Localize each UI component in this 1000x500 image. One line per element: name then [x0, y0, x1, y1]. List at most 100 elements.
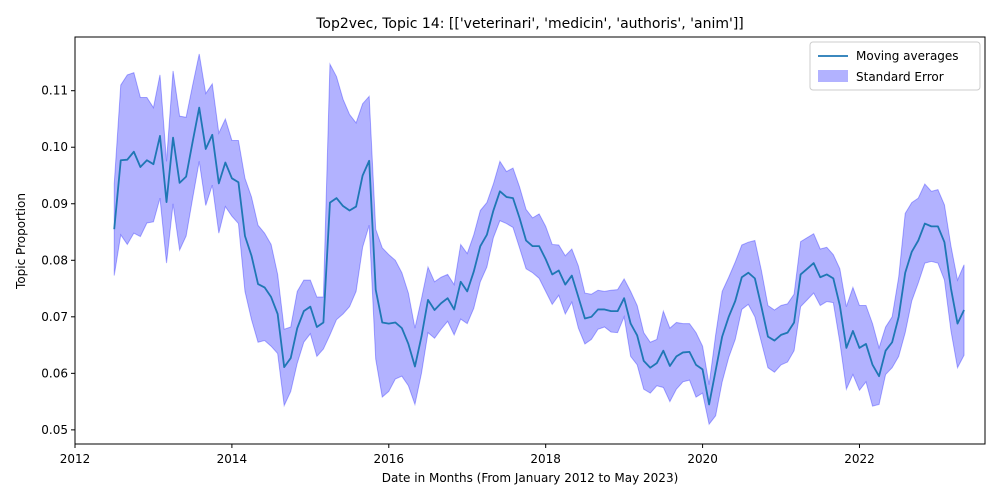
legend-standard-error-swatch	[818, 70, 848, 82]
data-point	[368, 159, 371, 162]
data-point	[701, 368, 704, 371]
data-point	[695, 363, 698, 366]
data-point	[211, 133, 214, 136]
data-point	[132, 150, 135, 153]
data-point	[387, 322, 390, 325]
data-point	[963, 309, 966, 312]
data-point	[263, 286, 266, 289]
data-point	[806, 267, 809, 270]
data-point	[904, 271, 907, 274]
data-point	[649, 366, 652, 369]
data-point	[616, 310, 619, 313]
data-point	[629, 322, 632, 325]
data-point	[766, 335, 769, 338]
data-point	[551, 273, 554, 276]
data-point	[949, 287, 952, 290]
data-point	[230, 177, 233, 180]
data-point	[289, 357, 292, 360]
legend-box	[809, 41, 981, 91]
data-point	[531, 245, 534, 248]
data-point	[348, 209, 351, 212]
data-point	[270, 296, 273, 299]
data-point	[780, 333, 783, 336]
data-point	[603, 308, 606, 311]
data-point	[492, 209, 495, 212]
data-point	[936, 225, 939, 228]
x-tick-label: 2012	[60, 452, 91, 466]
data-point	[126, 158, 129, 161]
data-point	[871, 363, 874, 366]
data-point	[917, 239, 920, 242]
data-point	[793, 321, 796, 324]
data-point	[152, 163, 155, 166]
data-point	[113, 228, 116, 231]
data-point	[466, 290, 469, 293]
x-tick-label: 2016	[374, 452, 405, 466]
data-point	[485, 233, 488, 236]
data-point	[897, 315, 900, 318]
data-point	[956, 322, 959, 325]
legend: Moving averages Standard Error	[809, 41, 981, 91]
data-point	[165, 201, 168, 204]
data-point	[309, 305, 312, 308]
data-point	[446, 297, 449, 300]
data-point	[139, 166, 142, 169]
data-point	[596, 308, 599, 311]
data-point	[400, 327, 403, 330]
data-point	[217, 182, 220, 185]
y-tick-label: 0.11	[41, 84, 68, 98]
data-point	[623, 297, 626, 300]
data-point	[498, 190, 501, 193]
data-point	[583, 317, 586, 320]
data-point	[714, 369, 717, 372]
data-point	[910, 250, 913, 253]
data-point	[688, 350, 691, 353]
data-point	[172, 136, 175, 139]
data-point	[878, 375, 881, 378]
data-point	[610, 310, 613, 313]
x-tick-label: 2020	[687, 452, 718, 466]
data-point	[923, 222, 926, 225]
data-point	[381, 321, 384, 324]
y-tick-label: 0.09	[41, 197, 68, 211]
y-tick-label: 0.08	[41, 253, 68, 267]
data-point	[433, 309, 436, 312]
x-axis-label: Date in Months (From January 2012 to May…	[382, 471, 679, 485]
x-tick-label: 2014	[217, 452, 248, 466]
data-point	[799, 273, 802, 276]
data-point	[838, 304, 841, 307]
data-point	[302, 310, 305, 313]
data-point	[237, 181, 240, 184]
data-point	[479, 245, 482, 248]
data-point	[557, 269, 560, 272]
data-point	[773, 339, 776, 342]
x-tick-label: 2018	[530, 452, 561, 466]
data-point	[296, 327, 299, 330]
moving-average-line	[113, 106, 965, 406]
data-point	[178, 181, 181, 184]
legend-moving-averages-label: Moving averages	[856, 49, 959, 63]
data-point	[407, 342, 410, 345]
y-tick-label: 0.05	[41, 423, 68, 437]
data-point	[734, 299, 737, 302]
data-point	[158, 134, 161, 137]
data-point	[884, 349, 887, 352]
data-point	[675, 355, 678, 358]
data-point	[538, 245, 541, 248]
data-point	[891, 341, 894, 344]
data-point	[185, 175, 188, 178]
plot-area	[113, 53, 966, 426]
data-point	[570, 274, 573, 277]
data-point	[191, 140, 194, 143]
data-point	[440, 302, 443, 305]
data-point	[655, 362, 658, 365]
data-point	[851, 329, 854, 332]
y-tick-label: 0.10	[41, 140, 68, 154]
data-point	[845, 346, 848, 349]
data-point	[930, 225, 933, 228]
data-point	[119, 159, 122, 162]
data-point	[577, 296, 580, 299]
data-point	[760, 305, 763, 308]
